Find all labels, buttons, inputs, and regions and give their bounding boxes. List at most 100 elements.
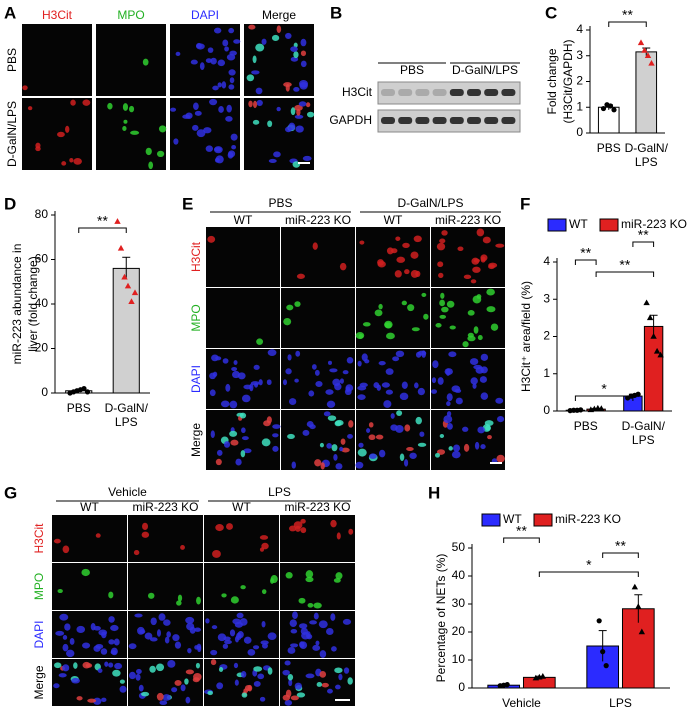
cell [300,527,307,534]
cell [95,533,101,538]
cell [159,700,168,706]
cell [187,648,192,654]
cell [241,436,249,441]
cell [129,105,135,113]
cell [57,131,65,138]
cell [355,332,365,340]
cell [472,383,477,389]
cell [431,389,438,394]
cell [214,157,220,163]
cell [287,674,294,681]
cell [66,649,75,658]
cell [323,411,331,417]
cell [327,415,337,421]
cell [287,354,292,361]
cell [61,161,67,166]
cell [216,682,224,690]
column-label: WT [80,500,99,514]
cell [271,34,280,42]
cell [258,379,263,386]
cell [174,679,182,686]
cell [35,142,41,149]
cell [261,589,267,595]
cell [395,236,401,241]
cell [384,322,389,328]
cell [407,304,415,312]
cell [298,623,308,629]
cell [482,236,491,244]
cell [234,621,243,628]
cell [480,392,489,400]
cell [156,150,165,158]
cell [294,378,299,383]
cell [122,103,129,111]
cell [300,627,308,635]
cell [305,102,311,108]
row-label: H3Cit [342,85,373,99]
cell [193,672,202,681]
cell [149,637,158,642]
cell [205,58,212,63]
cell [253,666,263,672]
micrograph [96,24,166,96]
cell [451,385,461,393]
cell [128,643,137,650]
y-axis-label: Percentage of NETs (%) [434,554,448,683]
band [467,117,481,124]
cell [341,447,350,453]
micrograph [22,24,92,96]
cell [285,572,293,579]
cell [246,74,255,82]
cell [239,412,247,419]
cell [53,538,61,544]
column-label: WT [234,213,253,227]
cell [404,459,409,467]
cell [267,349,277,356]
cell [108,662,114,668]
cell [374,309,383,317]
cell [439,238,446,244]
cell [90,623,96,631]
cell [300,518,306,524]
cell [209,372,216,380]
cell [230,596,239,604]
point [84,389,91,395]
cell [347,677,353,685]
cell [313,602,322,609]
cell [314,369,320,376]
cell [480,254,488,262]
point [121,273,128,280]
band [501,89,516,96]
y-tick-label: 40 [452,568,466,582]
cell [228,69,236,76]
y-tick-label: 0 [458,680,465,694]
cell [404,269,410,275]
cell [261,643,268,649]
cell [253,100,258,109]
cell [333,453,338,461]
cell [64,623,71,631]
cell [480,353,489,361]
y-tick-label: 80 [35,207,49,221]
cell [257,673,265,680]
micrograph [431,349,505,409]
x-tick-label: D-GalN/LPS [625,141,669,169]
micrograph [281,227,355,287]
band [381,117,395,124]
cell [133,549,140,556]
significance-bracket [78,227,127,233]
point [539,673,547,679]
cell [222,643,229,649]
blot [377,109,521,133]
cell [344,388,352,396]
cell [495,397,504,404]
cell [233,39,241,44]
band [467,89,481,96]
cell [338,673,343,681]
cell [227,151,234,159]
cell [302,155,312,161]
cell [223,441,231,448]
cell [210,659,217,666]
point [128,298,135,304]
cell [27,106,33,111]
